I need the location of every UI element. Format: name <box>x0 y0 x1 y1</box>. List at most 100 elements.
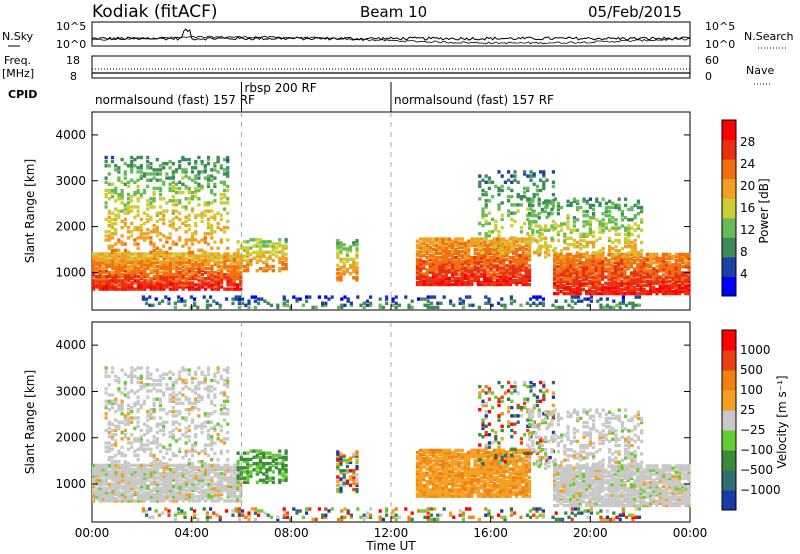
power-cell <box>617 203 621 208</box>
power-cell <box>502 253 506 258</box>
velocity-cell <box>197 424 201 428</box>
power-cell <box>101 275 105 279</box>
velocity-cell <box>200 484 204 488</box>
power-cell <box>158 232 163 236</box>
power-cell <box>529 174 533 178</box>
power-cell <box>139 230 143 234</box>
velocity-cell <box>139 366 143 370</box>
velocity-cell <box>181 401 185 406</box>
power-cell <box>104 205 108 209</box>
power-cell <box>665 252 669 257</box>
power-cell <box>595 253 599 257</box>
power-cell <box>136 275 140 279</box>
power-cell <box>197 176 201 180</box>
power-cell <box>539 232 543 236</box>
power-cell <box>479 260 484 264</box>
power-cell <box>345 267 349 272</box>
velocity-cell <box>222 412 227 416</box>
velocity-cell <box>175 470 179 474</box>
velocity-cell <box>168 467 172 472</box>
power-cell <box>620 287 624 292</box>
power-cell <box>585 251 589 255</box>
power-cell <box>142 236 147 240</box>
power-cell <box>513 203 517 207</box>
power-cell <box>218 303 222 307</box>
power-cell <box>463 251 468 256</box>
velocity-cell <box>149 453 153 458</box>
power-cell <box>184 264 188 269</box>
power-cell <box>655 256 659 261</box>
velocity-cell <box>236 486 240 491</box>
velocity-cell <box>222 441 227 445</box>
velocity-cell <box>187 387 191 391</box>
power-cell <box>222 188 227 193</box>
power-cell <box>585 214 589 218</box>
power-cell <box>187 190 191 195</box>
power-cell <box>225 297 229 301</box>
power-cell <box>181 285 185 289</box>
power-cell <box>572 269 576 273</box>
velocity-cell <box>111 478 115 482</box>
power-cell <box>604 222 608 226</box>
velocity-cell <box>194 441 198 445</box>
power-cell <box>594 277 598 281</box>
power-cell <box>542 182 546 186</box>
power-cell <box>146 228 150 232</box>
power-cell <box>152 223 156 228</box>
power-cell <box>539 228 543 232</box>
velocity-cell <box>98 499 102 503</box>
power-cell <box>187 213 191 217</box>
velocity-cell <box>171 391 175 395</box>
power-cell <box>597 275 601 279</box>
power-cell <box>486 272 490 276</box>
power-cell <box>575 269 579 273</box>
power-cell <box>181 258 185 262</box>
power-cell <box>158 186 163 191</box>
velocity-cell <box>246 466 250 470</box>
power-cell <box>594 291 598 296</box>
colorbar-swatch <box>722 256 736 277</box>
power-cell <box>495 245 500 249</box>
power-cell <box>624 216 628 220</box>
power-cell <box>155 219 159 224</box>
power-cell <box>200 283 204 287</box>
velocity-cell <box>126 374 131 378</box>
power-cell <box>336 241 340 245</box>
velocity-cell <box>174 410 179 414</box>
velocity-cell <box>223 478 227 482</box>
power-cell <box>355 243 359 247</box>
power-cell <box>181 262 185 266</box>
velocity-cell <box>191 492 195 497</box>
power-cell <box>470 243 474 247</box>
power-cell <box>597 287 601 292</box>
power-cell <box>124 270 128 275</box>
velocity-cell <box>146 395 150 399</box>
power-cell <box>534 224 538 228</box>
velocity-cell <box>126 391 131 395</box>
power-cell <box>528 222 532 226</box>
power-cell <box>262 254 266 258</box>
velocity-cell <box>149 441 153 445</box>
power-cell <box>467 249 471 254</box>
velocity-cell <box>197 366 201 370</box>
power-cell <box>677 289 681 294</box>
velocity-cell <box>200 395 204 399</box>
velocity-cell <box>95 495 99 499</box>
power-cell <box>191 277 195 281</box>
power-cell <box>500 174 504 178</box>
power-cell <box>142 238 147 242</box>
velocity-cell <box>216 370 220 374</box>
velocity-cell <box>181 484 185 488</box>
power-cell <box>281 246 285 250</box>
power-cell <box>665 263 669 267</box>
velocity-cell <box>190 462 195 466</box>
power-cell <box>126 209 131 213</box>
power-cell <box>152 168 156 172</box>
power-cell <box>581 261 585 265</box>
power-cell <box>487 176 491 180</box>
power-cell <box>92 256 96 260</box>
velocity-cell <box>210 426 214 431</box>
velocity-cell <box>220 490 224 495</box>
power-cell <box>639 283 643 288</box>
